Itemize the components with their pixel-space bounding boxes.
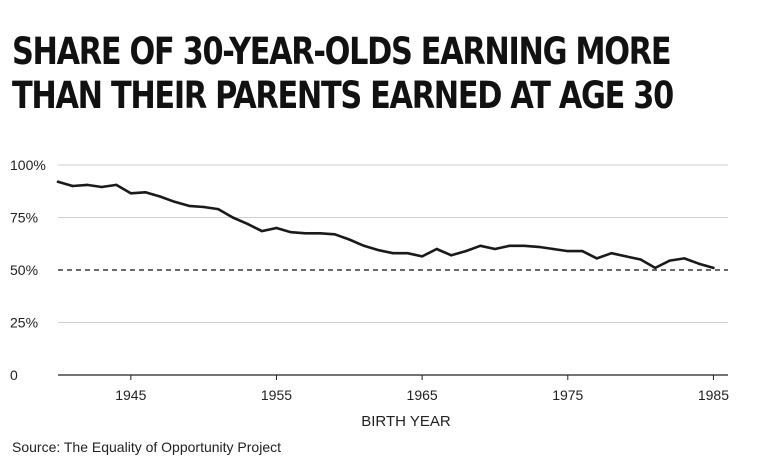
data-point-1960 (348, 238, 351, 241)
data-point-1956 (289, 231, 293, 234)
data-point-1950 (202, 205, 205, 209)
data-point-1969 (479, 244, 482, 248)
data-point-1941 (71, 184, 74, 188)
data-point-1953 (246, 222, 249, 225)
chart-title-line-1: SHARE OF 30-YEAR-OLDS EARNING MORE (12, 30, 672, 73)
data-point-1981 (653, 266, 657, 270)
data-point-1947 (158, 195, 162, 198)
data-point-1951 (217, 207, 220, 211)
data-point-1961 (362, 244, 366, 248)
y-tick-label-75: 75% (10, 210, 38, 226)
x-tick-label-1955: 1955 (261, 387, 292, 403)
data-point-1971 (508, 244, 511, 248)
source-note: Source: The Equality of Opportunity Proj… (12, 439, 281, 455)
data-point-1965 (420, 255, 424, 258)
data-point-1945 (129, 192, 133, 195)
data-point-1952 (231, 216, 234, 219)
y-tick-label-50: 50% (10, 262, 38, 278)
data-point-1982 (668, 259, 671, 262)
data-point-1980 (639, 258, 642, 261)
data-point-1975 (566, 249, 569, 253)
data-point-1985 (712, 266, 715, 270)
data-point-1977 (595, 257, 599, 260)
x-tick-label-1975: 1975 (552, 387, 583, 403)
data-point-1944 (115, 183, 118, 187)
data-point-1964 (406, 252, 409, 255)
chart-title: SHARE OF 30-YEAR-OLDS EARNING MORE THAN … (12, 30, 674, 118)
data-point-1966 (435, 247, 438, 251)
data-point-1983 (683, 257, 686, 260)
data-point-1974 (552, 247, 555, 251)
data-point-1963 (391, 252, 395, 255)
data-point-1946 (144, 191, 147, 194)
data-point-1979 (624, 255, 628, 258)
y-tick-label-25: 25% (10, 315, 38, 331)
x-tick-label-1945: 1945 (115, 387, 146, 403)
x-tick-label-1965: 1965 (407, 387, 438, 403)
data-point-1973 (537, 245, 540, 249)
data-point-1957 (304, 232, 307, 235)
y-tick-label-0: 0 (10, 367, 18, 383)
data-point-1940 (56, 180, 60, 183)
data-point-1984 (697, 262, 701, 265)
data-point-1949 (187, 204, 191, 208)
data-point-1962 (377, 248, 380, 252)
data-point-1972 (522, 244, 526, 248)
data-point-1968 (464, 249, 468, 253)
data-point-1955 (275, 226, 278, 230)
data-point-1943 (100, 185, 103, 189)
x-tick-label-1985: 1985 (698, 387, 729, 403)
y-tick-label-100: 100% (10, 157, 46, 173)
data-point-1958 (318, 232, 322, 235)
data-point-1967 (450, 254, 453, 257)
data-point-1970 (493, 247, 497, 251)
data-point-1948 (173, 200, 176, 203)
data-point-1942 (85, 183, 89, 187)
data-point-1976 (581, 249, 584, 253)
data-point-1954 (260, 229, 264, 233)
data-point-1959 (333, 233, 336, 236)
data-point-1978 (610, 252, 613, 255)
chart-title-line-2: THAN THEIR PARENTS EARNED AT AGE 30 (12, 74, 674, 117)
series-line-0 (56, 180, 715, 270)
x-axis-label: BIRTH YEAR (361, 413, 451, 430)
